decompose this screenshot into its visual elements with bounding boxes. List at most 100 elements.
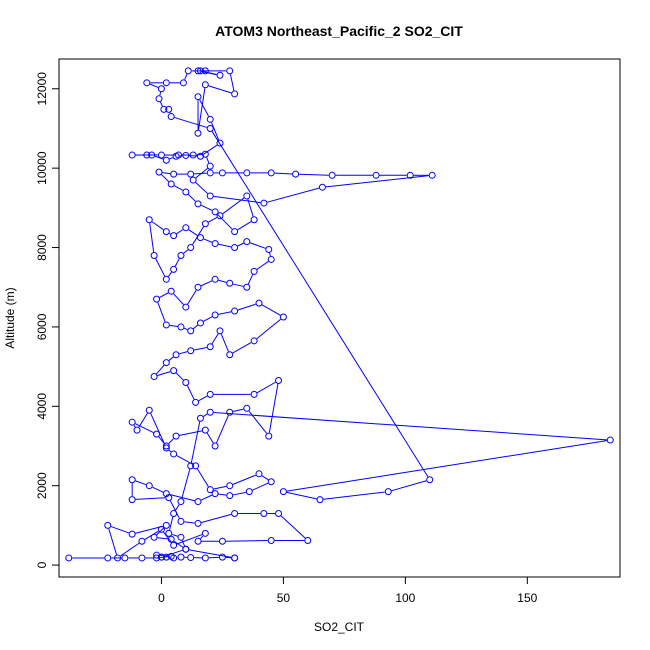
series-line-segment [208, 217, 218, 223]
data-point [218, 537, 226, 545]
data-point [279, 488, 287, 496]
data-point [243, 169, 251, 177]
data-point [182, 379, 190, 387]
data-point [177, 533, 185, 541]
x-tick-label: 50 [277, 591, 291, 605]
series-line-segment [174, 258, 180, 267]
series-line-segment [175, 504, 180, 511]
data-point [182, 151, 190, 159]
data-point [167, 552, 175, 560]
series-line-segment [200, 494, 213, 501]
series-line-segment [261, 304, 281, 316]
data-point [187, 244, 195, 252]
y-axis: 0 2000 4000 6000 8000 10000 12000 [35, 72, 60, 568]
data-point [206, 192, 214, 200]
data-point [155, 168, 163, 176]
data-point [231, 244, 239, 252]
data-point [255, 299, 263, 307]
series-line-segment [169, 157, 174, 160]
data-point [172, 351, 180, 359]
data-point [155, 95, 163, 103]
series-line-segment [135, 423, 154, 434]
data-point [201, 67, 209, 75]
series-line-segment [225, 540, 268, 542]
data-point [170, 541, 178, 549]
data-point [206, 115, 214, 123]
data-point [194, 129, 202, 137]
data-point [196, 67, 204, 75]
data-point [231, 509, 239, 517]
data-point [162, 490, 170, 498]
series-line-segment [168, 438, 174, 444]
data-point [128, 476, 136, 484]
data-point [196, 414, 204, 422]
data-point [128, 496, 136, 504]
data-point [170, 232, 178, 240]
data-point [250, 267, 258, 275]
data-point [104, 554, 112, 562]
data-point [162, 275, 170, 283]
data-point [243, 283, 251, 291]
series-line-segment [156, 364, 165, 375]
series-line-segment [161, 174, 170, 182]
y-tick-label: 10000 [35, 151, 49, 185]
series-line-segment [213, 485, 227, 490]
data-point [255, 470, 263, 478]
series-line-segment [187, 289, 197, 305]
data-point [426, 476, 434, 484]
data-point [194, 519, 202, 527]
data-point [145, 406, 153, 414]
series-line-segment [218, 311, 232, 315]
series-line-segment [179, 351, 188, 355]
data-point [196, 319, 204, 327]
data-point [194, 200, 202, 208]
data-point [177, 553, 185, 561]
series-line-segment [157, 537, 168, 540]
y-axis-label: Altitude (m) [3, 287, 17, 348]
data-point [428, 171, 436, 179]
series-line-segment [188, 229, 198, 237]
data-point [177, 251, 185, 259]
series-line-segment [213, 412, 607, 441]
series-line-segment [268, 383, 279, 433]
series-line-segment [168, 449, 172, 453]
data-point [179, 79, 187, 87]
x-tick-label: 100 [395, 591, 415, 605]
data-point [182, 303, 190, 311]
data-point [201, 220, 209, 228]
data-point [170, 265, 178, 273]
series-line-segment [193, 324, 199, 330]
series-line-segment [176, 534, 203, 545]
data-point [304, 536, 312, 544]
data-point [187, 347, 195, 355]
data-point [211, 275, 219, 283]
series-line-segment [237, 303, 256, 311]
data-point [206, 343, 214, 351]
data-point [157, 525, 165, 533]
data-point [194, 537, 202, 545]
data-point [170, 450, 178, 458]
data-point [275, 377, 283, 385]
data-point [211, 311, 219, 319]
y-tick-label: 12000 [35, 72, 49, 106]
series-line-segment [169, 516, 174, 531]
data-point [206, 408, 214, 416]
data-point [187, 462, 195, 470]
data-point [153, 430, 161, 438]
data-point [157, 553, 165, 561]
data-point [194, 283, 202, 291]
series-line-segment [206, 432, 214, 444]
series-line-segment [233, 491, 246, 496]
data-point [218, 553, 226, 561]
data-point [250, 337, 258, 345]
data-point [162, 553, 170, 561]
data-point [318, 183, 326, 191]
series-line-segment [195, 167, 208, 179]
series-line-segment [218, 243, 232, 248]
data-point [231, 554, 239, 562]
data-point [201, 529, 209, 537]
data-point [114, 554, 122, 562]
y-tick-label: 0 [35, 561, 49, 568]
data-point [206, 124, 214, 132]
